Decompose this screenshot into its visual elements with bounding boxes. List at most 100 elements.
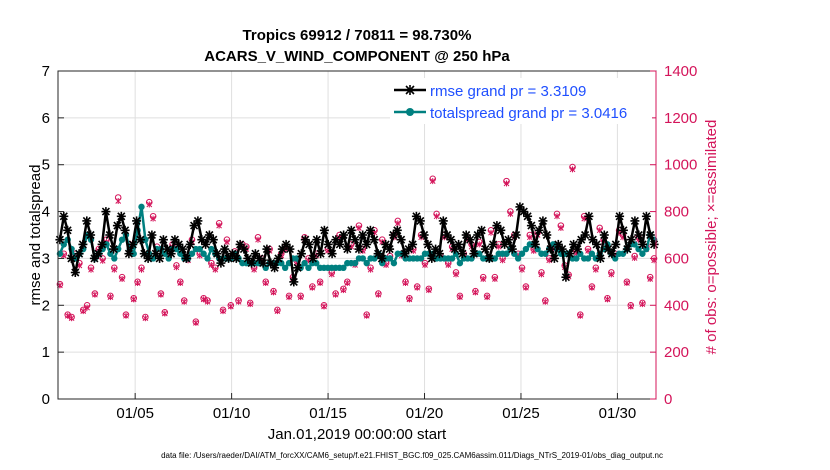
obs-assimilated-point [111,266,118,273]
rmse-point [101,207,111,217]
spread-point [114,245,122,253]
rmse-point [155,253,165,263]
spread-point [588,250,596,257]
rmse-point [55,235,65,245]
obs-assimilated-point [406,296,413,303]
rmse-point [530,239,540,249]
obs-assimilated-point [309,284,316,291]
right-tick-label: 1200 [664,110,697,127]
obs-assimilated-point [558,225,564,231]
obs-assimilated-point [208,262,215,268]
rmse-point [534,225,544,235]
left-tick-label: 3 [42,250,50,267]
obs-assimilated-point [375,291,382,298]
spread-point [196,245,203,253]
rmse-point [649,239,659,249]
rmse-point [204,230,214,240]
obs-assimilated-point [270,289,277,296]
rmse-point [331,235,341,245]
spread-point [379,259,386,267]
rmse-point [289,277,299,287]
obs-assimilated-point [394,220,401,227]
obs-assimilated-point [344,280,351,286]
rmse-point [434,249,444,259]
obs-assimilated-point [526,234,533,241]
spread-point [204,255,211,262]
spread-point [340,264,347,271]
rmse-point [488,239,498,249]
obs-assimilated-point [363,312,370,319]
rmse-point [626,235,636,245]
rmse-point [304,239,314,249]
rmse-point [239,244,249,254]
obs-assimilated-point [429,178,436,185]
rmse-point [216,258,226,268]
obs-assimilated-point [402,280,409,286]
rmse-point [327,249,337,259]
obs-assimilated-point [639,301,646,308]
right-tick-label: 1000 [664,157,697,174]
obs-assimilated-point [88,266,94,273]
obs-assimilated-point [158,291,164,298]
chart-title-line2: ACARS_V_WIND_COMPONENT @ 250 hPa [204,48,510,65]
obs-assimilated-point [92,291,98,298]
obs-assimilated-point [414,284,421,291]
rmse-point [584,211,594,221]
obs-assimilated-point [332,291,339,298]
rmse-point [503,235,513,245]
spread-point [359,255,367,262]
rmse-point [408,239,418,249]
obs-assimilated-point [356,225,362,231]
right-tick-label: 400 [664,297,689,314]
obs-assimilated-point [367,266,374,273]
rmse-point [580,230,590,240]
rmse-point [396,235,406,245]
rmse-point [116,211,126,221]
obs-assimilated-point [150,215,156,222]
obs-assimilated-point [480,276,487,282]
rmse-point [70,268,80,277]
rmse-point [431,244,441,254]
obs-assimilated-point [472,289,479,296]
rmse-point [262,244,272,254]
obs-assimilated-point [220,308,226,315]
obs-assimilated-point [492,276,498,282]
x-tick-label: 01/25 [502,405,540,422]
rmse-point [250,249,260,259]
obs-assimilated-point [235,298,242,305]
series-line-0 [58,205,656,284]
x-tick-label: 01/20 [406,405,444,422]
obs-assimilated-point [142,315,149,322]
rmse-point [128,239,138,249]
rmse-point [308,253,318,263]
obs-assimilated-point [204,298,211,305]
spread-point [503,250,510,257]
rmse-point [59,211,69,221]
legend-spread-marker [406,108,414,116]
obs-assimilated-point [542,298,549,305]
right-tick-label: 1400 [664,63,697,80]
spread-point [363,259,370,267]
obs-assimilated-point [647,276,654,282]
rmse-point [316,249,326,259]
left-tick-label: 6 [42,110,50,127]
rmse-point [557,244,567,254]
rmse-point [511,230,521,240]
rmse-point [231,253,241,263]
rmse-point [296,249,306,259]
rmse-point [319,225,329,235]
rmse-point [93,249,103,259]
obs-assimilated-point [130,296,137,303]
obs-assimilated-point [577,312,584,319]
obs-assimilated-point [227,303,234,310]
rmse-point [454,239,464,249]
rmse-point [285,244,295,254]
legend-rmse-marker [405,85,415,95]
right-tick-label: 800 [664,204,689,221]
obs-assimilated-point [138,266,145,273]
rmse-point [385,244,395,254]
spread-point [612,255,619,262]
obs-assimilated-point [503,180,510,187]
rmse-point [247,258,257,268]
spread-point [118,236,126,243]
